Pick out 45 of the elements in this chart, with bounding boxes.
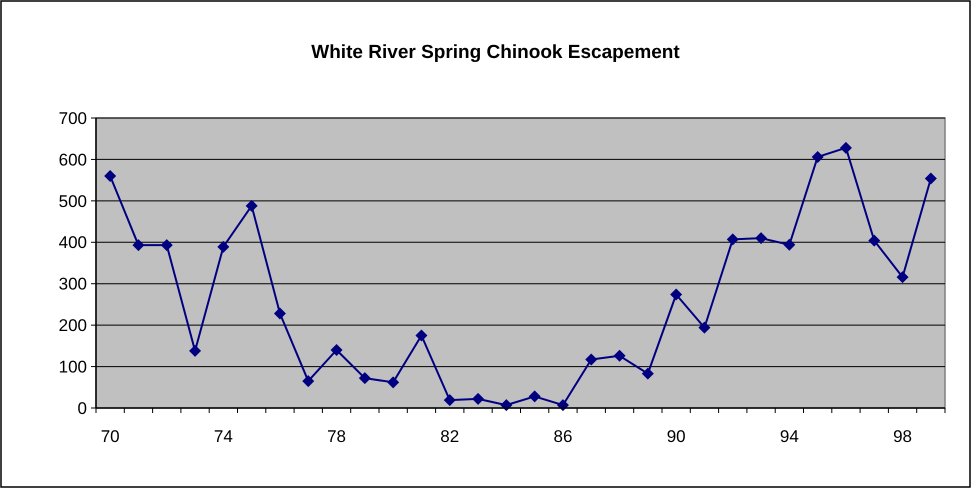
point (726, 233, 739, 246)
point (755, 232, 768, 244)
point (670, 288, 682, 300)
point (614, 350, 626, 362)
point (528, 390, 541, 402)
x-tick-label: 86 (553, 427, 572, 446)
y-tick-label: 200 (58, 316, 87, 336)
x-tick-label: 78 (327, 427, 346, 446)
x-tick-label: 98 (893, 427, 912, 446)
chart-title: White River Spring Chinook Escapement (311, 42, 680, 63)
point (868, 234, 880, 247)
point (217, 240, 230, 253)
y-tick-label: 0 (78, 398, 87, 418)
point (358, 372, 371, 384)
point (812, 150, 824, 163)
point (896, 271, 909, 284)
x-tick-label: 70 (100, 427, 120, 446)
point (104, 170, 116, 182)
point (132, 239, 144, 252)
point (444, 394, 456, 406)
point (246, 200, 258, 212)
x-tick-label: 82 (440, 427, 460, 446)
y-tick-label: 700 (58, 108, 87, 128)
y-tick-label: 500 (58, 192, 87, 211)
point (160, 239, 173, 252)
x-tick-label: 90 (666, 427, 686, 446)
point (472, 392, 484, 405)
point (330, 344, 343, 356)
point (274, 308, 286, 320)
point (698, 322, 710, 334)
y-tick-label: 300 (58, 274, 87, 294)
point (642, 368, 654, 380)
point (585, 354, 598, 366)
point (302, 375, 314, 388)
y-tick-label: 100 (58, 358, 87, 377)
point (189, 344, 202, 357)
y-tick-label: 600 (58, 150, 87, 170)
x-tick-label: 94 (780, 427, 799, 446)
x-tick-label: 74 (214, 427, 233, 446)
point (415, 330, 428, 342)
point (840, 142, 852, 154)
point (783, 238, 796, 251)
y-tick-label: 400 (58, 233, 87, 252)
point (387, 376, 400, 388)
point (924, 172, 937, 184)
